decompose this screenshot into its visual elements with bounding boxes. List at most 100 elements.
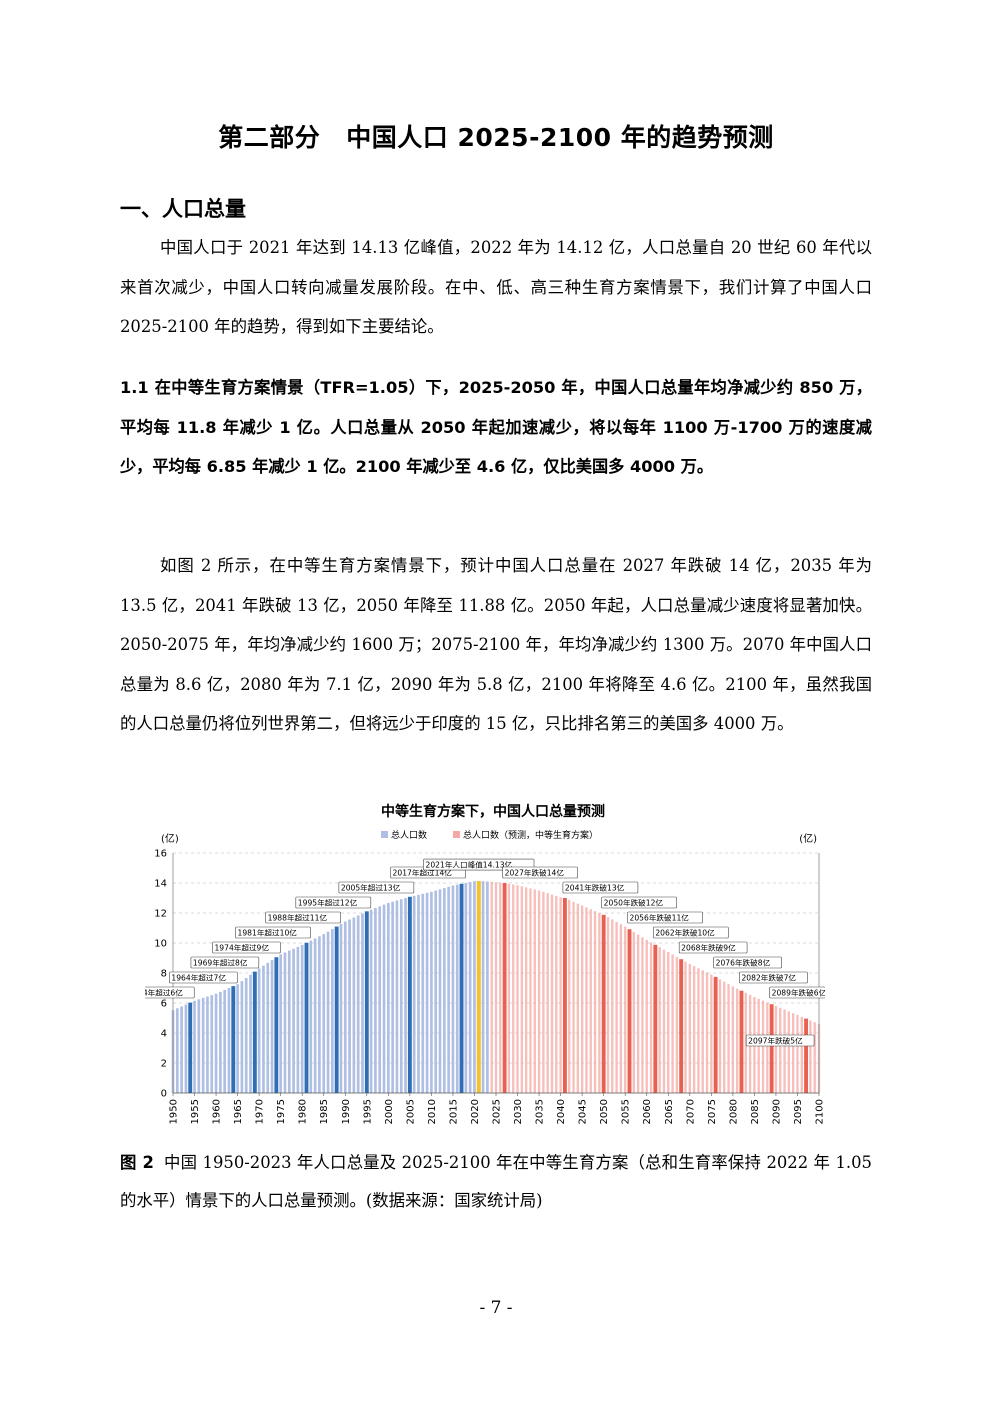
bar-projected [585,907,588,1093]
bar-observed [270,960,274,1093]
bar-observed [369,909,373,1093]
annotation-box [265,911,341,924]
x-tick-label: 1970 [255,1099,266,1124]
x-tick-label: 2010 [427,1099,438,1124]
chart-axes: 0022446688101012121414161619501955196019… [154,849,837,1125]
bar-projected [800,1016,803,1093]
chart-annotations: 1954年超过6亿 1964年超过7亿 1969年超过8亿 1974年超过9亿 1981… [126,858,838,1047]
bar-projected [731,986,735,1093]
y-tick-left: 16 [154,849,167,860]
legend-swatch-projected [453,831,460,838]
annotation-box [190,956,260,969]
bar-projected [813,1022,816,1093]
paragraph-detail: 如图 2 所示，在中等生育方案情景下，预计中国人口总量在 2027 年跌破 14… [120,556,872,733]
bar-observed [283,952,287,1093]
bar-observed [184,1004,188,1093]
annotation-label: 1964年超过7亿 [171,973,226,983]
annotation-label: 1995年超过12亿 [298,898,358,908]
bar-observed [334,926,339,1093]
bar-projected [589,909,592,1093]
bar-projected [774,1006,778,1093]
bar-projected [512,884,515,1093]
bar-observed [356,915,360,1093]
paragraph-intro: 中国人口于 2021 年达到 14.13 亿峰值，2022 年为 14.12 亿… [120,238,872,336]
bar-observed [318,936,321,1093]
annotation-box [653,926,729,939]
bar-projected [641,937,644,1093]
bar-observed [313,938,317,1093]
bar-observed [481,881,485,1093]
annotation-box [627,911,703,924]
bar-projected [679,959,684,1093]
bar-observed [227,988,231,1093]
bar-observed [304,942,309,1093]
bar-observed [378,906,382,1093]
annotation-label: 2097年跌破5亿 [748,1036,803,1046]
bar-observed [421,893,425,1093]
bar-observed [382,904,386,1093]
annotation-box [235,926,311,939]
bar-observed [343,921,347,1093]
caption-label: 图 2 [120,1153,154,1172]
bar-projected [713,976,718,1093]
y-tick-left: 14 [154,879,167,890]
annotation-label: 1954年超过6亿 [145,988,183,998]
bar-projected [649,942,653,1093]
x-tick-label: 2025 [492,1099,503,1124]
bar-observed [486,881,489,1093]
annotation-label: 2056年跌破11亿 [630,913,690,923]
bar-projected [636,934,640,1093]
bar-projected [550,894,554,1093]
x-tick-label: 2060 [642,1099,653,1124]
bar-projected [739,990,744,1093]
x-tick-label: 2095 [793,1099,804,1124]
bar-observed [473,881,476,1093]
annotation-label: 1969年超过8亿 [193,958,248,968]
bar-projected [761,1000,765,1093]
bar-projected [537,890,541,1093]
annotation-label: 1974年超过9亿 [214,943,269,953]
bar-observed [223,989,227,1093]
page-title: 第二部分 中国人口 2025-2100 年的趋势预测 [0,118,992,154]
bar-observed [455,884,459,1093]
title-main: 中国人口 2025-2100 年的趋势预测 [346,123,774,152]
bar-projected [576,903,580,1093]
x-tick-label: 2065 [664,1099,675,1124]
bar-projected [490,881,493,1093]
bar-projected [542,891,545,1093]
annotation-box [713,956,782,969]
bar-projected [499,882,502,1093]
x-tick-label: 1985 [319,1099,330,1124]
annotation-label: 2041年跌破13亿 [565,883,625,893]
bar-observed [287,950,291,1093]
x-tick-label: 2075 [707,1099,718,1124]
chart-title: 中等生育方案下，中国人口总量预测 [381,803,605,820]
y-axis-unit-left: (亿) [161,832,179,845]
x-tick-label: 2000 [384,1099,395,1124]
bar-projected [684,961,687,1093]
bar-observed [214,993,218,1093]
bar-projected [718,979,722,1093]
paragraph-conclusion: 1.1 在中等生育方案情景（TFR=1.05）下，2025-2050 年，中国人… [120,378,872,476]
annotation-label: 2089年跌破6亿 [772,988,825,998]
annotation-label: 2062年跌破10亿 [655,928,715,938]
bar-projected [653,944,658,1093]
x-tick-label: 2080 [728,1099,739,1124]
bar-projected [710,974,713,1093]
annotation-label: 2076年跌破8亿 [716,958,771,968]
bar-observed [468,882,472,1093]
bar-observed [201,997,205,1093]
bar-projected [727,984,730,1093]
bar-observed [197,999,201,1093]
bar-projected [568,899,571,1093]
bar-observed [252,971,257,1093]
bar-projected [662,949,666,1093]
bar-observed [309,940,313,1093]
bar-projected [598,912,601,1093]
annotation-box [678,941,748,954]
chart-bars [171,881,821,1093]
bar-projected [671,954,674,1093]
y-tick-left: 0 [161,1089,167,1100]
bar-projected [632,931,635,1093]
bar-observed [240,981,244,1093]
